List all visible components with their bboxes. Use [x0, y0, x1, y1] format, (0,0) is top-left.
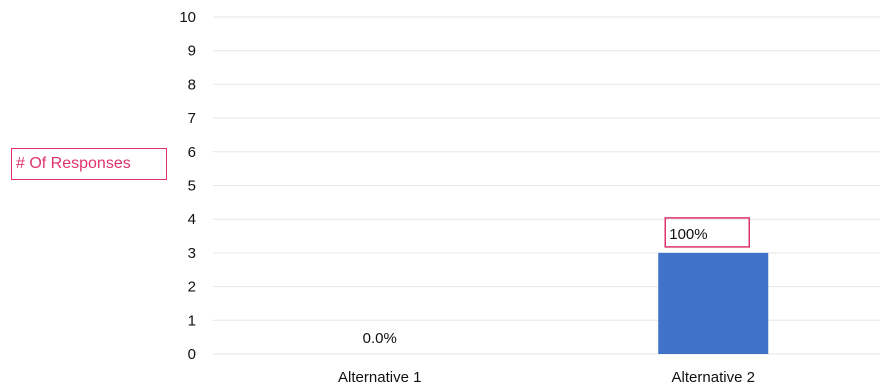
y-axis-ticks: 0 1 2 3 4 5 6 7 8 9 10	[179, 9, 196, 363]
grid-lines	[213, 16, 880, 355]
y-axis-label: # Of Responses	[11, 148, 167, 180]
y-tick-label: 3	[188, 245, 196, 262]
y-tick-label: 8	[188, 76, 196, 93]
y-tick-label: 1	[188, 312, 196, 329]
y-tick-label: 9	[188, 43, 196, 60]
x-category-label: Alternative 1	[338, 369, 421, 386]
y-tick-label: 6	[188, 144, 196, 161]
x-axis-categories: Alternative 1 Alternative 2	[338, 369, 755, 386]
bars	[658, 252, 769, 354]
data-label: 0.0%	[363, 330, 397, 347]
data-label-highlight-box	[664, 217, 750, 248]
data-label: 100%	[669, 226, 707, 243]
y-tick-label: 5	[188, 178, 196, 195]
data-labels: 0.0% 100%	[363, 217, 750, 347]
y-tick-label: 0	[188, 346, 196, 363]
y-tick-label: 10	[179, 9, 196, 26]
y-tick-label: 2	[188, 279, 196, 296]
y-tick-label: 4	[188, 211, 196, 228]
bar	[658, 252, 769, 354]
x-category-label: Alternative 2	[672, 369, 755, 386]
y-tick-label: 7	[188, 110, 196, 127]
